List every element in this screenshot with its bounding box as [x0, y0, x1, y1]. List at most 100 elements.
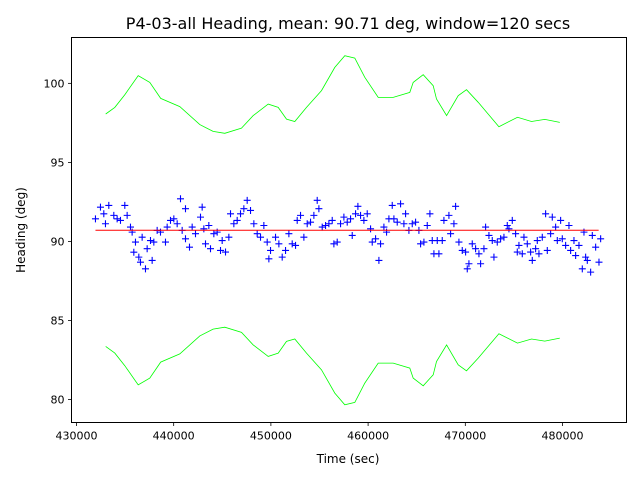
data-point — [503, 221, 511, 229]
data-point — [377, 240, 385, 248]
data-point — [523, 240, 531, 248]
data-point — [497, 235, 505, 243]
data-point — [572, 252, 580, 260]
data-point — [440, 216, 448, 224]
data-point — [450, 220, 458, 228]
data-point — [547, 230, 555, 238]
data-point — [548, 213, 556, 221]
data-point — [333, 238, 341, 246]
data-point — [588, 231, 596, 239]
data-point — [176, 195, 184, 203]
data-point — [435, 250, 443, 258]
data-point — [558, 235, 566, 243]
data-point — [240, 205, 248, 213]
x-tick-label: 450000 — [250, 430, 292, 443]
data-point — [354, 202, 362, 210]
data-point — [493, 238, 501, 246]
data-point — [527, 248, 535, 256]
data-point — [282, 246, 290, 254]
data-point — [423, 221, 431, 229]
data-point — [390, 215, 398, 223]
data-point — [225, 233, 233, 241]
data-point — [257, 233, 265, 241]
data-point — [121, 201, 129, 209]
data-point — [288, 240, 296, 248]
data-point — [315, 205, 323, 213]
data-point — [352, 210, 360, 218]
data-point — [533, 237, 541, 245]
data-point — [123, 211, 131, 219]
data-point — [462, 248, 470, 256]
data-point — [310, 211, 318, 219]
data-point — [553, 237, 561, 245]
data-point — [438, 237, 446, 245]
x-tick-label: 480000 — [542, 430, 584, 443]
data-point — [515, 241, 523, 249]
data-point — [185, 243, 193, 251]
data-point — [138, 233, 146, 241]
data-point — [347, 215, 355, 223]
data-point — [508, 216, 516, 224]
data-point — [452, 202, 460, 210]
x-tick-label: 460000 — [347, 430, 389, 443]
data-point — [260, 221, 268, 229]
data-point — [340, 213, 348, 221]
data-point — [135, 253, 143, 261]
data-point — [247, 206, 255, 214]
data-point — [592, 243, 600, 251]
data-point — [110, 211, 118, 219]
data-point — [265, 255, 273, 263]
data-point — [455, 238, 463, 246]
data-point — [272, 233, 280, 241]
data-point — [532, 245, 540, 253]
data-point — [372, 235, 380, 243]
y-tick-label: 85 — [51, 315, 65, 328]
data-point — [136, 258, 144, 266]
data-point — [116, 216, 124, 224]
data-point — [412, 218, 420, 226]
data-point — [161, 238, 169, 246]
data-point — [148, 256, 156, 264]
x-tick-label: 470000 — [444, 430, 486, 443]
data-point — [538, 233, 546, 241]
data-point — [300, 233, 308, 241]
data-point — [458, 246, 466, 254]
data-point — [490, 253, 498, 261]
x-tick-label: 430000 — [55, 430, 97, 443]
data-point — [237, 210, 245, 218]
data-point — [565, 221, 573, 229]
data-point — [426, 210, 434, 218]
data-point — [218, 237, 226, 245]
x-tick-label: 440000 — [153, 430, 195, 443]
data-point — [582, 253, 590, 261]
data-point — [285, 230, 293, 238]
data-point — [210, 230, 218, 238]
data-point — [477, 260, 485, 268]
data-point — [447, 230, 455, 238]
data-point — [113, 215, 121, 223]
data-point — [217, 246, 225, 254]
data-point — [200, 225, 208, 233]
data-point — [181, 205, 189, 213]
data-point — [375, 256, 383, 264]
data-point — [557, 216, 565, 224]
data-point — [230, 220, 238, 228]
data-point — [388, 201, 396, 209]
data-point — [528, 256, 536, 264]
data-point — [325, 220, 333, 228]
data-point — [512, 230, 520, 238]
data-point — [488, 237, 496, 245]
data-point — [357, 211, 365, 219]
data-point — [578, 265, 586, 273]
data-point — [101, 220, 109, 228]
data-point — [463, 265, 471, 273]
data-point — [173, 220, 181, 228]
data-point — [583, 256, 591, 264]
data-point — [267, 246, 275, 254]
data-point — [146, 237, 154, 245]
data-point — [303, 220, 311, 228]
data-point — [397, 200, 405, 208]
data-point — [595, 258, 603, 266]
